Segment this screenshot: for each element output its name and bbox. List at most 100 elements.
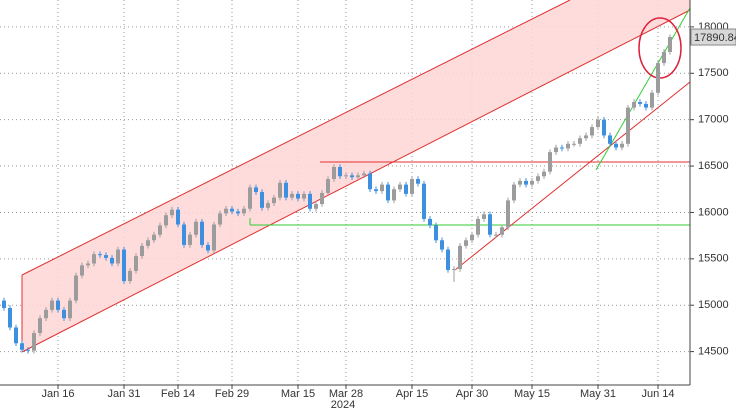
candle-body	[146, 240, 150, 246]
year-label: 2024	[331, 399, 355, 411]
y-tick-label: 16500	[698, 160, 729, 172]
candle-body	[278, 182, 282, 198]
candle-body	[62, 309, 66, 319]
candle-body	[464, 240, 468, 246]
candle-body	[608, 135, 612, 144]
candle-body	[338, 166, 342, 177]
x-tick-label: Mar 28	[329, 388, 363, 400]
candle-body	[344, 175, 348, 177]
candle-body	[122, 249, 126, 282]
candle-body	[398, 184, 402, 190]
candle-body	[296, 193, 300, 199]
candle-body	[236, 211, 240, 214]
candle-body	[170, 209, 174, 216]
candle-body	[386, 184, 390, 201]
candle-body	[362, 173, 366, 176]
candle-body	[536, 176, 540, 181]
candle-body	[8, 308, 12, 328]
candle-body	[554, 147, 558, 153]
candle-body	[416, 179, 420, 184]
candle-body	[548, 152, 552, 172]
candle-body	[20, 343, 24, 350]
candle-body	[662, 51, 666, 64]
candle-body	[326, 179, 330, 193]
candle-body	[116, 249, 120, 264]
candle-body	[152, 234, 156, 241]
candle-body	[164, 215, 168, 226]
x-tick-label: Feb 14	[161, 388, 195, 400]
candle-body	[206, 244, 210, 251]
y-tick-label: 17000	[698, 114, 729, 126]
candle-body	[242, 208, 246, 214]
grid	[0, 0, 690, 385]
candle-body	[458, 245, 462, 270]
candle-body	[542, 171, 546, 177]
candle-body	[218, 213, 222, 225]
candle-body	[182, 224, 186, 245]
candle-body	[656, 63, 660, 93]
x-tick-label: Mar 15	[281, 388, 315, 400]
last-price-box	[690, 28, 736, 46]
candle-body	[56, 300, 60, 310]
candle-body	[320, 192, 324, 205]
candle-body	[446, 249, 450, 270]
candle-body	[14, 327, 18, 344]
candle-body	[596, 119, 600, 128]
candle-body	[248, 187, 252, 209]
candle-body	[26, 349, 30, 351]
y-tick-label: 14500	[698, 346, 729, 358]
candle-body	[410, 179, 414, 194]
y-tick-label: 16000	[698, 206, 729, 218]
x-tick-label: May 31	[580, 388, 616, 400]
candle-body	[272, 197, 276, 204]
x-tick-label: Feb 29	[215, 388, 249, 400]
x-tick-label: May 15	[514, 388, 550, 400]
candle-body	[266, 203, 270, 208]
y-tick-label: 15500	[698, 253, 729, 265]
candle-body	[38, 318, 42, 334]
candle-body	[176, 209, 180, 225]
channel-lower	[21, 9, 691, 353]
candle-body	[482, 214, 486, 219]
candle-body	[230, 208, 234, 212]
candle-body	[224, 208, 228, 214]
candle-body	[284, 182, 288, 198]
candle-body	[314, 204, 318, 209]
candle-body	[440, 240, 444, 250]
channel-upper	[21, 0, 571, 276]
x-tick-label: Apr 30	[456, 388, 488, 400]
candle-body	[572, 143, 576, 145]
x-tick-label: Apr 15	[396, 388, 428, 400]
candle-body	[620, 143, 624, 148]
x-tick-label: Jan 31	[107, 388, 140, 400]
candle-body	[632, 102, 636, 108]
candle-body	[638, 102, 642, 104]
candle-body	[308, 193, 312, 209]
candle-body	[134, 256, 138, 271]
candle-body	[368, 173, 372, 190]
candle-body	[44, 309, 48, 319]
candle-body	[332, 166, 336, 180]
candle-body	[476, 218, 480, 235]
candle-body	[290, 193, 294, 198]
candle-body	[188, 234, 192, 245]
candle-body	[488, 214, 492, 235]
candle-body	[500, 227, 504, 235]
candle-body	[626, 107, 630, 144]
candle-body	[590, 127, 594, 136]
candle-body	[668, 37, 672, 52]
candle-body	[644, 103, 648, 108]
candle-body	[650, 92, 654, 108]
candle-body	[212, 224, 216, 251]
trend-line	[454, 81, 691, 271]
candle-body	[560, 147, 564, 149]
candle-body	[434, 225, 438, 241]
candle-body	[74, 275, 78, 301]
candle-body	[80, 265, 84, 276]
candle-body	[32, 333, 36, 351]
candle-body	[194, 221, 198, 235]
candle-body	[50, 300, 54, 310]
last-price-label: 17890.84	[694, 32, 736, 44]
candle-body	[380, 184, 384, 192]
candle-body	[524, 180, 528, 185]
